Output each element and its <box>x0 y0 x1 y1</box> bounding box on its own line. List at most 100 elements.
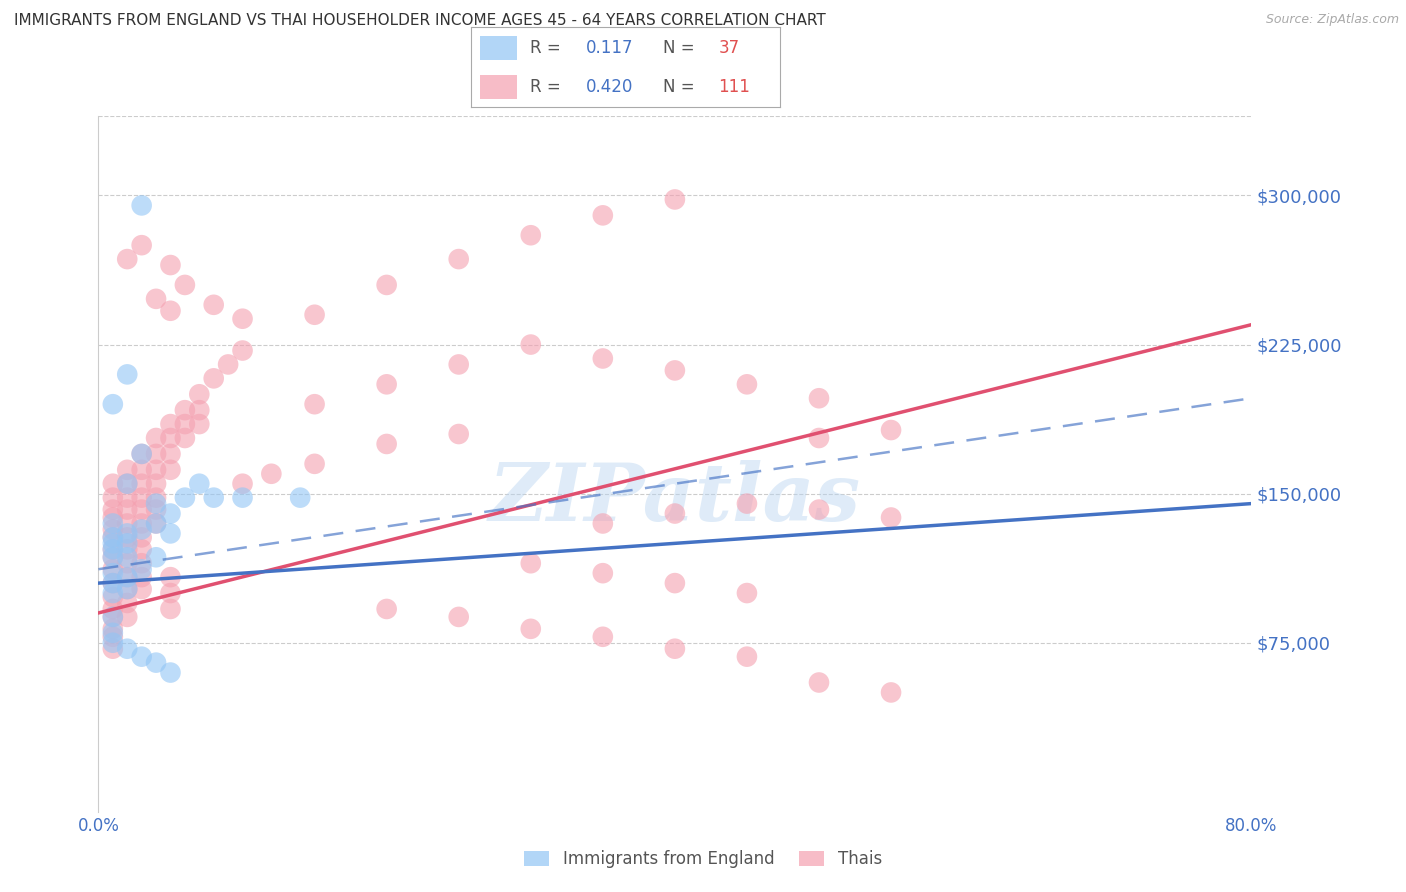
Point <box>101 610 124 624</box>
Point <box>117 582 139 596</box>
Text: N =: N = <box>662 39 700 57</box>
Point <box>101 636 124 650</box>
Point <box>447 610 470 624</box>
Point <box>520 228 543 243</box>
Point <box>375 437 398 451</box>
Point <box>101 630 124 644</box>
Point <box>117 550 139 565</box>
Point <box>188 476 211 491</box>
Point <box>664 193 686 207</box>
Point <box>592 351 614 366</box>
Point <box>159 570 181 584</box>
Point <box>592 516 614 531</box>
Point <box>101 576 124 591</box>
Point <box>145 292 167 306</box>
Point <box>159 431 181 445</box>
Point <box>131 198 153 212</box>
Point <box>117 641 139 656</box>
Point <box>131 570 153 584</box>
Point <box>145 491 167 505</box>
Point <box>880 423 903 437</box>
Point <box>117 536 139 550</box>
Point <box>101 622 124 636</box>
Point <box>807 391 830 405</box>
Point <box>101 610 124 624</box>
Point <box>101 590 124 604</box>
Point <box>131 649 153 664</box>
Point <box>174 491 197 505</box>
Point <box>159 665 181 680</box>
Point <box>735 649 758 664</box>
Point <box>375 377 398 392</box>
Text: R =: R = <box>530 78 565 96</box>
Point <box>131 491 153 505</box>
Point <box>520 556 543 570</box>
Point <box>101 586 124 600</box>
Point <box>131 502 153 516</box>
Point <box>304 457 326 471</box>
Point <box>131 556 153 570</box>
Text: Source: ZipAtlas.com: Source: ZipAtlas.com <box>1265 13 1399 27</box>
Point <box>101 550 124 565</box>
Point <box>101 510 124 524</box>
Point <box>145 550 167 565</box>
Point <box>131 530 153 544</box>
Point <box>101 576 124 591</box>
Point <box>202 298 225 312</box>
Point <box>880 510 903 524</box>
Point <box>447 427 470 442</box>
Point <box>592 566 614 581</box>
Point <box>304 308 326 322</box>
Point <box>217 358 239 372</box>
Point <box>188 403 211 417</box>
Point <box>145 431 167 445</box>
FancyBboxPatch shape <box>481 37 517 61</box>
Point <box>101 550 124 565</box>
Point <box>117 502 139 516</box>
Point <box>131 238 153 252</box>
Point <box>117 596 139 610</box>
Point <box>159 586 181 600</box>
Point <box>101 516 124 531</box>
Point <box>117 610 139 624</box>
Point <box>117 530 139 544</box>
Point <box>807 502 830 516</box>
Point <box>592 630 614 644</box>
Text: N =: N = <box>662 78 700 96</box>
Point <box>101 530 124 544</box>
Point <box>735 497 758 511</box>
Point <box>117 491 139 505</box>
Text: IMMIGRANTS FROM ENGLAND VS THAI HOUSEHOLDER INCOME AGES 45 - 64 YEARS CORRELATIO: IMMIGRANTS FROM ENGLAND VS THAI HOUSEHOL… <box>14 13 825 29</box>
Point <box>101 641 124 656</box>
Point <box>290 491 312 505</box>
Point <box>131 447 153 461</box>
Point <box>117 556 139 570</box>
Point <box>735 586 758 600</box>
Point <box>375 602 398 616</box>
Point <box>174 431 197 445</box>
Point <box>101 602 124 616</box>
Point <box>101 491 124 505</box>
Point <box>101 542 124 557</box>
Point <box>260 467 283 481</box>
Point <box>202 491 225 505</box>
Point <box>231 476 254 491</box>
Point <box>131 463 153 477</box>
Point <box>101 476 124 491</box>
Point <box>117 582 139 596</box>
Text: R =: R = <box>530 39 565 57</box>
Point <box>159 526 181 541</box>
Point <box>592 208 614 222</box>
Point <box>520 337 543 351</box>
Point <box>145 497 167 511</box>
Point <box>131 476 153 491</box>
Point <box>159 447 181 461</box>
Point <box>159 258 181 272</box>
FancyBboxPatch shape <box>481 75 517 99</box>
Point <box>101 566 124 581</box>
Point <box>117 463 139 477</box>
Point <box>117 570 139 584</box>
Point <box>231 311 254 326</box>
Point <box>807 675 830 690</box>
Point <box>101 530 124 544</box>
